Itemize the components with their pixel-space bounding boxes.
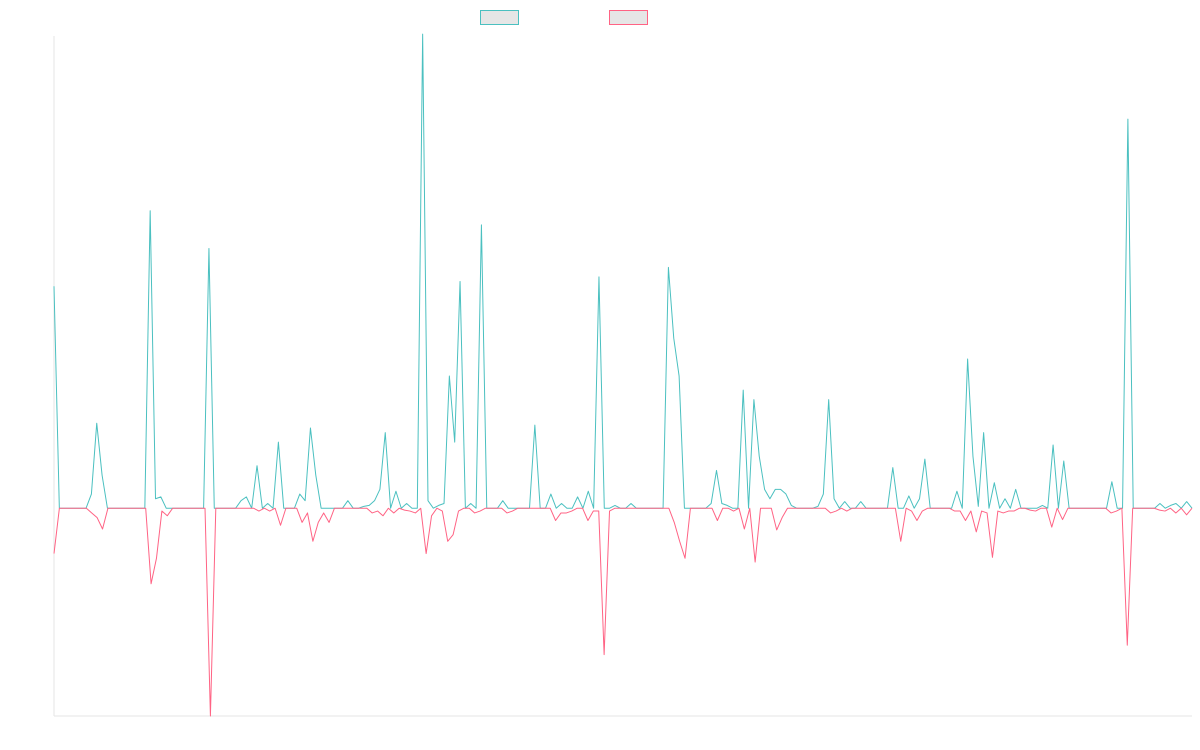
legend-swatch-series-1 xyxy=(480,10,519,25)
series-line-1 xyxy=(53,33,1193,509)
legend-swatch-series-2 xyxy=(609,10,648,25)
legend xyxy=(480,9,654,26)
series-layer xyxy=(53,33,1193,717)
legend-item-series-2[interactable] xyxy=(609,9,654,26)
legend-item-series-1[interactable] xyxy=(480,9,525,26)
series-line-2 xyxy=(53,507,1193,717)
